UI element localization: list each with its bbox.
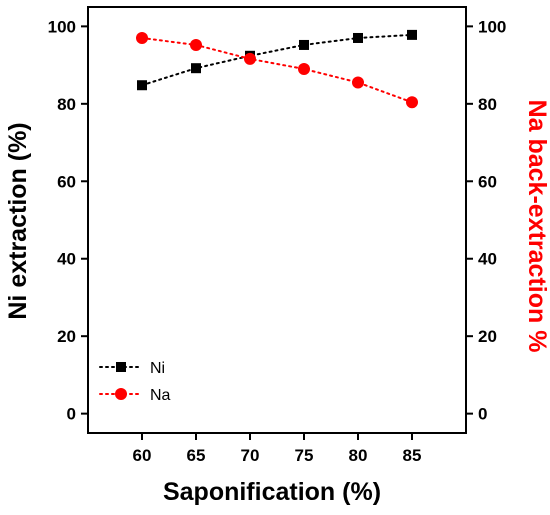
left-y-tick-label-60: 60 bbox=[57, 172, 76, 191]
plot-frame bbox=[87, 6, 467, 434]
left-y-tick-label-40: 40 bbox=[57, 250, 76, 269]
na-point-85 bbox=[406, 96, 418, 109]
x-tick-label-80: 80 bbox=[349, 446, 368, 465]
right-y-tick-label-0: 0 bbox=[478, 405, 487, 424]
ni-point-80 bbox=[353, 32, 363, 43]
na-series-line bbox=[141, 36, 413, 104]
legend-na-marker bbox=[115, 388, 127, 400]
right-y-tick-label-60: 60 bbox=[478, 172, 497, 191]
ni-series-line bbox=[141, 33, 413, 87]
x-axis-title: Saponification (%) bbox=[163, 478, 381, 506]
x-tick-label-60: 60 bbox=[133, 446, 152, 465]
legend-ni-label: Ni bbox=[150, 360, 165, 377]
right-y-tick-label-80: 80 bbox=[478, 95, 497, 114]
x-tick-label-70: 70 bbox=[241, 446, 260, 465]
right-y-axis-title: Na back-extraction % bbox=[523, 100, 550, 353]
right-y-tick-label-40: 40 bbox=[478, 250, 497, 269]
ni-point-65 bbox=[191, 63, 201, 74]
left-y-tick-label-80: 80 bbox=[57, 95, 76, 114]
right-y-tick-label-20: 20 bbox=[478, 327, 497, 346]
x-tick-label-85: 85 bbox=[403, 446, 422, 465]
legend-ni-marker bbox=[116, 362, 126, 372]
ni-point-60 bbox=[137, 80, 147, 91]
na-point-75 bbox=[298, 62, 310, 75]
left-y-tick-label-100: 100 bbox=[48, 17, 76, 36]
ni-point-85 bbox=[407, 29, 417, 40]
na-point-60 bbox=[136, 31, 148, 44]
x-tick-label-65: 65 bbox=[187, 446, 206, 465]
ni-point-75 bbox=[299, 39, 309, 50]
legend-na-label: Na bbox=[150, 387, 171, 404]
left-y-tick-label-20: 20 bbox=[57, 327, 76, 346]
na-point-70 bbox=[244, 52, 256, 65]
left-y-axis-title: Ni extraction (%) bbox=[4, 122, 32, 319]
right-y-tick-label-100: 100 bbox=[478, 17, 506, 36]
left-y-tick-label-0: 0 bbox=[67, 405, 76, 424]
na-point-80 bbox=[352, 76, 364, 89]
x-tick-label-75: 75 bbox=[295, 446, 314, 465]
na-point-65 bbox=[190, 38, 202, 51]
